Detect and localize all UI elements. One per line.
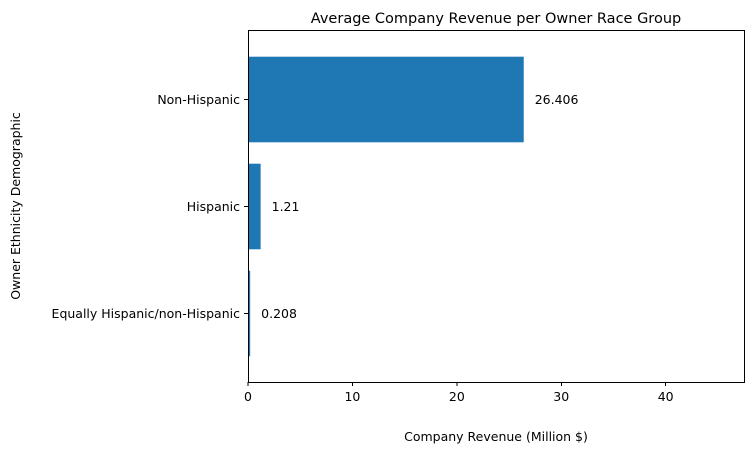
data-labels-group: 26.406 1.21 0.208 xyxy=(261,92,578,321)
x-tick-label-4: 40 xyxy=(658,389,674,404)
data-label-0: 26.406 xyxy=(535,92,579,107)
bar-2 xyxy=(248,270,251,357)
x-tick-label-2: 20 xyxy=(449,389,465,404)
x-tick-label-0: 0 xyxy=(244,389,252,404)
x-tick-label-3: 30 xyxy=(553,389,569,404)
y-tick-label-0: Non-Hispanic xyxy=(157,92,240,107)
data-label-2: 0.208 xyxy=(261,306,297,321)
x-tick-label-1: 10 xyxy=(344,389,360,404)
y-tick-label-2: Equally Hispanic/non-Hispanic xyxy=(52,306,241,321)
y-axis-ticks: Non-Hispanic Hispanic Equally Hispanic/non… xyxy=(52,92,248,321)
bar-0 xyxy=(248,56,524,143)
bar-1 xyxy=(248,163,261,250)
y-tick-label-1: Hispanic xyxy=(187,199,240,214)
x-axis-ticks: 0 10 20 30 40 xyxy=(244,382,674,404)
chart-title: Average Company Revenue per Owner Race G… xyxy=(311,11,681,27)
x-axis-label: Company Revenue (Million $) xyxy=(404,429,588,444)
y-axis-label: Owner Ethnicity Demographic xyxy=(8,112,23,300)
data-label-1: 1.21 xyxy=(272,199,300,214)
plot-frame xyxy=(248,30,745,383)
bars-group xyxy=(248,56,524,357)
